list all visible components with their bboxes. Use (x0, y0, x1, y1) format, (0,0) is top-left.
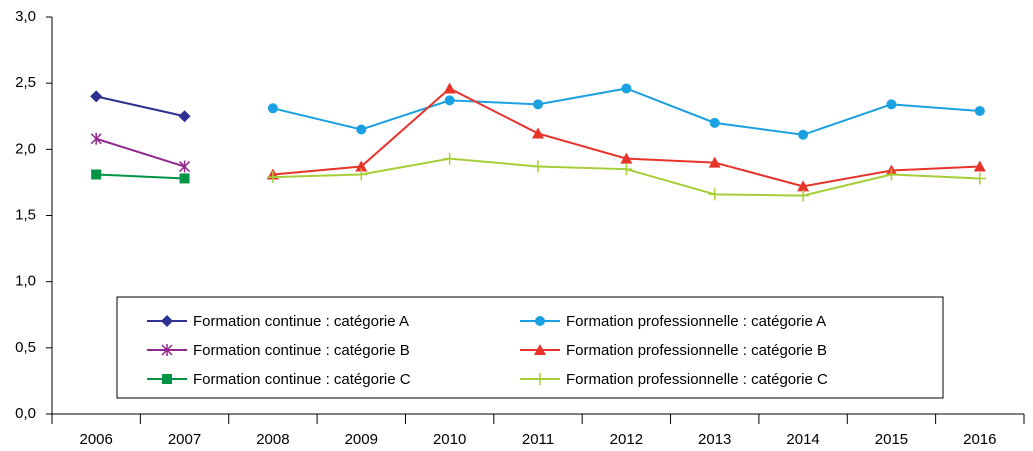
x-tick-label: 2012 (610, 431, 643, 448)
marker (621, 83, 632, 94)
legend-label: Formation continue : catégorie C (193, 371, 411, 388)
x-tick-label: 2016 (963, 431, 996, 448)
marker (709, 117, 720, 128)
legend-marker (162, 374, 172, 384)
marker (178, 110, 191, 123)
line (272, 87, 980, 136)
marker (267, 103, 278, 114)
marker (620, 163, 633, 176)
legend-label: Formation continue : catégorie A (193, 313, 409, 330)
x-tick-label: 2013 (698, 431, 731, 448)
marker (90, 90, 103, 103)
marker (797, 189, 810, 202)
x-tick-label: 2015 (875, 431, 908, 448)
legend-marker (534, 373, 546, 385)
marker (797, 180, 810, 192)
x-tick-label: 2014 (786, 431, 819, 448)
legend-marker (161, 344, 173, 356)
line (96, 173, 185, 180)
marker (708, 188, 721, 201)
legend-marker (534, 344, 546, 355)
marker (179, 173, 190, 184)
x-tick-label: 2008 (256, 431, 289, 448)
legend-label: Formation professionnelle : catégorie C (566, 371, 828, 388)
marker (973, 160, 986, 172)
line (95, 137, 185, 168)
marker (91, 169, 102, 180)
marker (973, 172, 986, 185)
legend-marker (161, 315, 173, 327)
marker (355, 168, 368, 181)
marker (532, 127, 544, 139)
y-tick-label: 2,5 (15, 74, 36, 91)
x-tick-label: 2011 (522, 431, 554, 448)
legend-label: Formation professionnelle : catégorie A (566, 313, 826, 330)
marker (532, 160, 544, 173)
y-tick-label: 1,5 (15, 206, 36, 223)
marker (533, 99, 543, 110)
marker (355, 160, 368, 172)
marker (266, 171, 279, 184)
marker (708, 156, 721, 168)
marker (974, 105, 985, 116)
y-tick-label: 0,5 (15, 339, 36, 356)
marker (886, 99, 897, 110)
marker (443, 152, 456, 165)
x-tick-label: 2006 (79, 431, 112, 448)
x-tick-label: 2010 (433, 431, 466, 448)
x-tick-label: 2007 (168, 431, 201, 448)
y-tick-label: 0,0 (15, 405, 36, 422)
marker (179, 160, 191, 173)
y-tick-label: 2,0 (15, 140, 36, 157)
marker (885, 168, 898, 181)
line (95, 95, 185, 118)
x-tick-label: 2009 (345, 431, 378, 448)
legend-label: Formation professionnelle : catégorie B (566, 342, 827, 359)
legend-label: Formation continue : catégorie B (193, 342, 410, 359)
legend-marker (535, 316, 545, 326)
marker (798, 129, 809, 140)
legend-box (116, 296, 944, 399)
y-tick-label: 1,0 (15, 273, 36, 290)
marker (444, 95, 455, 106)
y-tick-label: 3,0 (15, 8, 36, 25)
marker (620, 152, 633, 164)
marker (90, 132, 102, 145)
marker (356, 124, 367, 135)
marker (443, 82, 456, 94)
